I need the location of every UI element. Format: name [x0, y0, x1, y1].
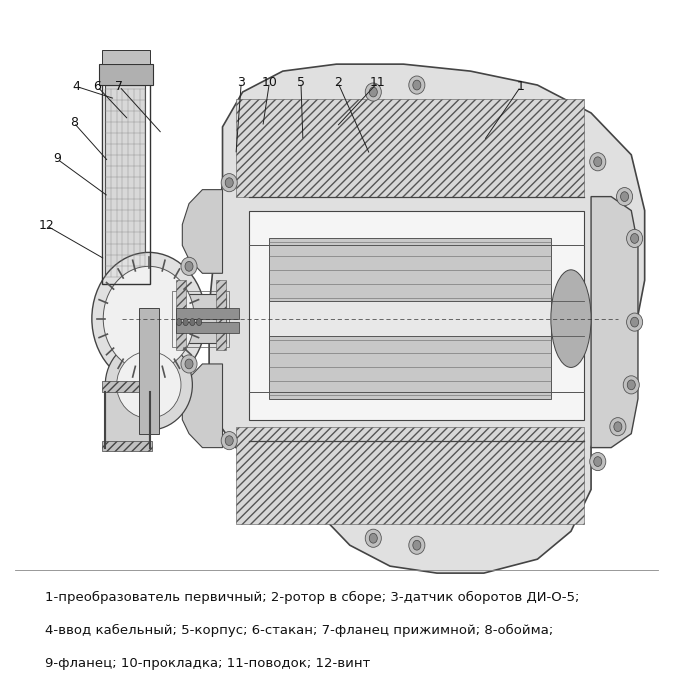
- Bar: [102, 382, 152, 392]
- Polygon shape: [182, 364, 223, 447]
- Bar: [172, 290, 229, 346]
- Polygon shape: [209, 64, 645, 573]
- Text: 11: 11: [370, 76, 386, 89]
- Bar: [236, 99, 584, 197]
- Ellipse shape: [181, 355, 197, 373]
- Text: 8: 8: [70, 116, 78, 130]
- Bar: [270, 287, 551, 343]
- Text: 4: 4: [73, 80, 80, 93]
- Ellipse shape: [176, 318, 181, 326]
- Bar: [176, 308, 239, 318]
- Ellipse shape: [626, 313, 643, 331]
- Text: 4-ввод кабельный; 5-корпус; 6-стакан; 7-фланец прижимной; 8-обойма;: 4-ввод кабельный; 5-корпус; 6-стакан; 7-…: [45, 624, 553, 637]
- Ellipse shape: [589, 153, 606, 171]
- Ellipse shape: [623, 376, 639, 394]
- Ellipse shape: [589, 452, 606, 470]
- Ellipse shape: [617, 188, 633, 206]
- Text: 1-преобразователь первичный; 2-ротор в сборе; 3-датчик оборотов ДИ-О-5;: 1-преобразователь первичный; 2-ротор в с…: [45, 591, 580, 603]
- Ellipse shape: [117, 351, 181, 419]
- Ellipse shape: [105, 340, 192, 430]
- Bar: [236, 427, 584, 524]
- Ellipse shape: [190, 318, 195, 326]
- Ellipse shape: [627, 380, 636, 390]
- Bar: [102, 440, 152, 451]
- Bar: [105, 85, 146, 280]
- Ellipse shape: [594, 456, 602, 466]
- Ellipse shape: [413, 80, 421, 90]
- Bar: [102, 50, 150, 64]
- Ellipse shape: [221, 174, 237, 192]
- Bar: [270, 239, 551, 301]
- Ellipse shape: [551, 270, 591, 368]
- Ellipse shape: [409, 76, 425, 94]
- Ellipse shape: [185, 262, 193, 271]
- Ellipse shape: [631, 234, 638, 244]
- Ellipse shape: [610, 418, 626, 436]
- Ellipse shape: [365, 83, 382, 101]
- Text: 1: 1: [517, 80, 524, 93]
- Ellipse shape: [370, 533, 377, 543]
- Bar: [176, 322, 239, 332]
- Text: 9: 9: [53, 153, 61, 165]
- Bar: [105, 389, 149, 444]
- Bar: [270, 336, 551, 399]
- Bar: [216, 280, 226, 350]
- Bar: [249, 211, 584, 420]
- Ellipse shape: [594, 157, 602, 167]
- Bar: [102, 82, 150, 284]
- Ellipse shape: [185, 359, 193, 369]
- Ellipse shape: [225, 436, 233, 445]
- Bar: [139, 308, 159, 434]
- Ellipse shape: [626, 230, 643, 248]
- Ellipse shape: [181, 258, 197, 275]
- Ellipse shape: [620, 192, 629, 202]
- Bar: [99, 64, 153, 85]
- Ellipse shape: [614, 422, 622, 432]
- Text: 10: 10: [262, 76, 277, 89]
- Text: 2: 2: [334, 76, 342, 89]
- Ellipse shape: [631, 317, 638, 327]
- Ellipse shape: [370, 87, 377, 97]
- Ellipse shape: [92, 253, 206, 385]
- Text: 9-фланец; 10-прокладка; 11-поводок; 12-винт: 9-фланец; 10-прокладка; 11-поводок; 12-в…: [45, 657, 370, 671]
- Ellipse shape: [225, 178, 233, 188]
- Ellipse shape: [103, 266, 195, 371]
- Text: 6: 6: [93, 80, 101, 93]
- Text: 5: 5: [297, 76, 305, 89]
- Ellipse shape: [413, 540, 421, 550]
- Ellipse shape: [365, 529, 382, 547]
- Text: 3: 3: [237, 76, 245, 89]
- Bar: [176, 280, 186, 350]
- Bar: [172, 294, 226, 343]
- Ellipse shape: [183, 318, 188, 326]
- Ellipse shape: [221, 432, 237, 449]
- Polygon shape: [591, 197, 638, 447]
- Text: 7: 7: [116, 80, 123, 93]
- Text: 12: 12: [39, 219, 55, 232]
- Ellipse shape: [409, 536, 425, 554]
- Polygon shape: [182, 190, 223, 273]
- Ellipse shape: [197, 318, 202, 326]
